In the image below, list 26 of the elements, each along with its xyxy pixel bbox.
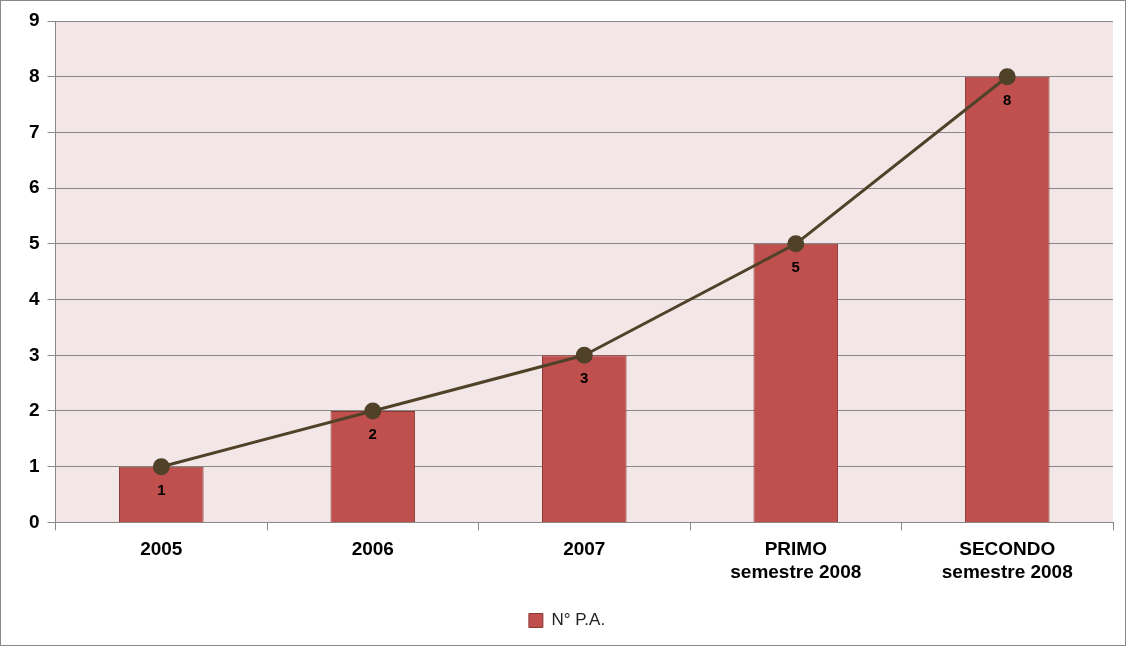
x-tick-label: SECONDO semestre 2008 <box>941 538 1073 582</box>
point <box>787 235 805 253</box>
y-tick-label: 5 <box>28 232 40 254</box>
data-label: 1 <box>157 480 166 498</box>
data-label: 5 <box>791 257 800 275</box>
x-tick-label: 2005 <box>140 538 183 560</box>
x-tick-label: 2007 <box>563 538 606 560</box>
y-tick-label: 4 <box>28 287 40 309</box>
y-tick-label: 2 <box>28 399 40 421</box>
y-tick-label: 9 <box>28 9 40 31</box>
point <box>364 402 382 420</box>
point <box>152 458 170 476</box>
point <box>998 68 1016 86</box>
y-tick-label: 8 <box>28 64 40 86</box>
data-label: 8 <box>1003 90 1012 108</box>
data-label: 3 <box>580 369 589 387</box>
legend-label: N° P.A. <box>551 610 606 630</box>
y-tick-label: 1 <box>28 454 40 476</box>
point <box>575 346 593 364</box>
y-tick-label: 6 <box>28 176 40 198</box>
y-tick-label: 7 <box>28 120 40 142</box>
x-tick-label: 2006 <box>351 538 394 560</box>
y-tick-label: 0 <box>28 510 40 532</box>
x-tick-label: PRIMO semestre 2008 <box>730 538 862 582</box>
y-tick-label: 3 <box>28 343 40 365</box>
data-label: 2 <box>368 425 377 443</box>
